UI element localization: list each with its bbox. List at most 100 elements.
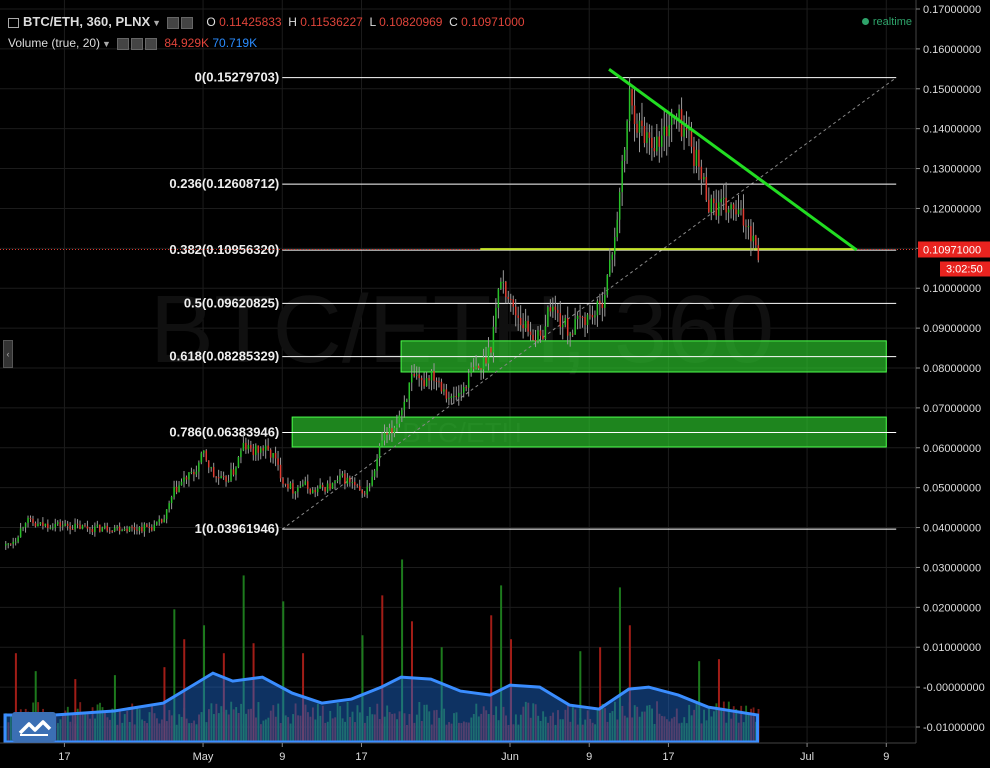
candle-body: [27, 517, 29, 523]
candle-body: [47, 523, 49, 529]
candle-body: [368, 485, 371, 487]
candle-body: [665, 126, 668, 137]
collapse-panel-button[interactable]: ‹: [3, 340, 13, 368]
candle-body: [334, 481, 336, 484]
candle-body: [376, 458, 378, 471]
volume-bar: [185, 718, 188, 742]
candle-body: [76, 523, 79, 525]
candle-body: [294, 491, 297, 494]
candle-body: [168, 503, 170, 510]
volume-spike: [74, 679, 77, 742]
volume-bar: [255, 717, 257, 742]
candle-body: [458, 392, 460, 397]
candle-body: [207, 460, 210, 468]
volume-bar: [418, 702, 421, 742]
close-icon[interactable]: [144, 37, 157, 50]
candle-body: [413, 373, 415, 377]
time-tick-label: 17: [355, 751, 367, 763]
volume-bar: [69, 721, 72, 742]
volume-bar: [108, 719, 111, 742]
hide-icon[interactable]: [130, 37, 143, 50]
symbol-legend: BTC/ETH, 360, PLNX ▼ O 0.11425833 H 0.115…: [8, 14, 525, 29]
volume-bar: [294, 703, 297, 742]
hide-icon[interactable]: [181, 16, 194, 29]
time-tick-label: 9: [586, 751, 592, 763]
candle-body: [91, 529, 94, 533]
volume-bar: [267, 717, 270, 742]
volume-bar: [331, 718, 334, 742]
candle-body: [212, 467, 215, 477]
volume-bar: [752, 707, 755, 742]
candle-body: [9, 543, 12, 545]
candle-body: [331, 483, 334, 489]
symbol-title[interactable]: BTC/ETH, 360, PLNX: [23, 14, 151, 29]
candle-body: [183, 477, 185, 482]
volume-bar: [104, 711, 106, 742]
candle-body: [262, 448, 264, 451]
candle-body: [554, 306, 557, 310]
volume-bar: [277, 703, 280, 742]
volume-bar: [482, 706, 485, 742]
fib-level-label: 0.618(0.08285329): [169, 349, 279, 364]
volume-bar: [94, 718, 96, 742]
candle-body: [460, 392, 462, 394]
volume-bar: [193, 720, 196, 742]
candle-body: [725, 197, 727, 213]
volume-bar: [626, 717, 629, 742]
settings-icon[interactable]: [167, 16, 180, 29]
candle-body: [537, 330, 539, 342]
status-dot-icon: [861, 18, 869, 25]
candle-body: [653, 147, 656, 152]
settings-icon[interactable]: [116, 37, 129, 50]
volume-spike: [113, 675, 116, 742]
candle-body: [742, 208, 745, 226]
chevron-down-icon[interactable]: ▼: [152, 18, 162, 28]
tradingview-logo[interactable]: [12, 712, 56, 742]
candle-body: [613, 237, 616, 255]
volume-bar: [356, 705, 359, 742]
volume-bar: [611, 711, 614, 742]
candle-body: [616, 219, 618, 238]
candle-body: [69, 526, 71, 530]
volume-bar: [247, 709, 250, 742]
candle-body: [519, 317, 522, 326]
volume-bar: [477, 716, 480, 742]
volume-bar: [408, 714, 411, 742]
price-tick-label: 0.15000000: [923, 84, 981, 96]
volume-bar: [524, 701, 527, 742]
volume-bar: [732, 706, 735, 742]
volume-bar: [448, 722, 450, 742]
candle-body: [5, 543, 7, 546]
candle-body: [658, 136, 661, 147]
candle-body: [398, 415, 401, 424]
candle-body: [693, 146, 695, 166]
candle-body: [514, 306, 517, 316]
candle-body: [309, 488, 311, 494]
volume-bar: [458, 722, 460, 742]
volume-bar: [326, 721, 329, 742]
volume-bar: [230, 701, 233, 742]
candle-body: [423, 380, 425, 387]
volume-spike: [628, 625, 631, 742]
volume-bar: [133, 724, 136, 742]
descending-trendline: [608, 68, 858, 252]
chevron-down-icon[interactable]: ▼: [102, 39, 111, 49]
volume-spike: [361, 635, 364, 742]
volume-title[interactable]: Volume (true, 20): [8, 36, 101, 50]
volume-bar: [309, 716, 312, 742]
candle-body: [203, 450, 205, 454]
menu-icon[interactable]: [8, 17, 19, 28]
candle-body: [656, 136, 658, 152]
volume-bar: [336, 702, 339, 742]
candle-body: [84, 525, 86, 527]
volume-bar: [415, 714, 418, 742]
volume-bar: [205, 722, 208, 742]
candle-body: [17, 537, 19, 542]
candle-body: [198, 462, 200, 472]
volume-bar: [259, 724, 262, 742]
volume-spike: [34, 671, 37, 742]
volume-spike: [440, 647, 443, 742]
candle-body: [698, 149, 700, 167]
candle-body: [591, 314, 594, 318]
